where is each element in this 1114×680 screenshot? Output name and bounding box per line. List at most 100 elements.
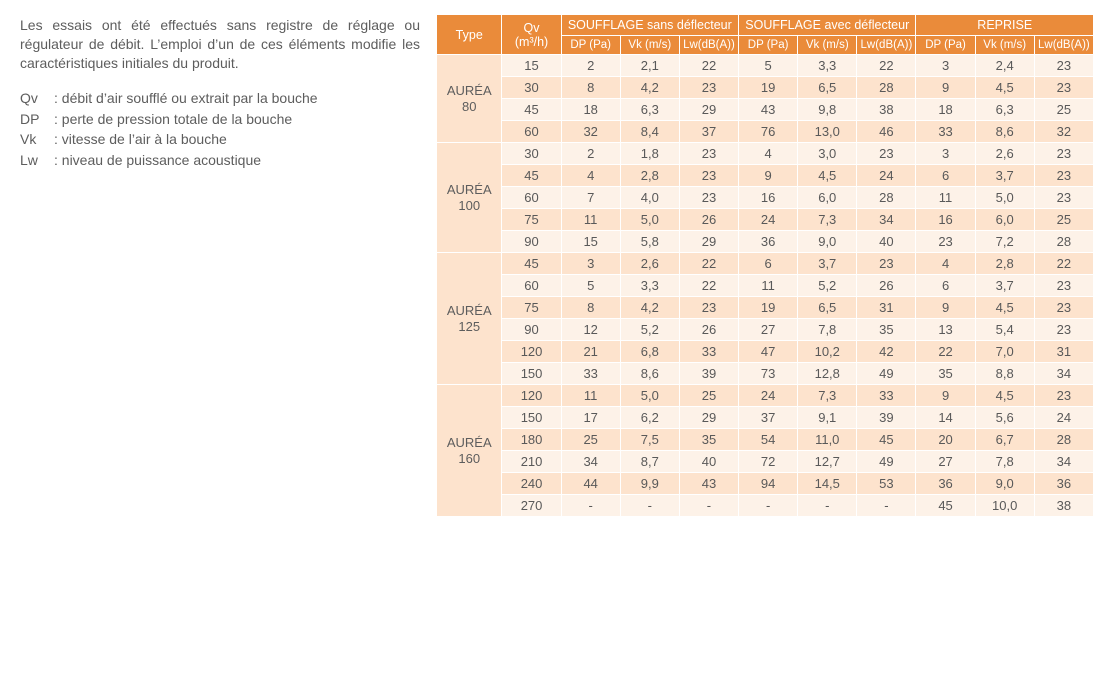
value-cell: 4,5	[798, 165, 857, 187]
value-cell: 23	[679, 165, 738, 187]
value-cell: 9	[916, 385, 975, 407]
value-cell: 2,6	[620, 253, 679, 275]
value-cell: 3	[561, 253, 620, 275]
value-cell: 29	[679, 99, 738, 121]
value-cell: 2	[561, 55, 620, 77]
table-row: 180257,5355411,045206,728	[437, 429, 1094, 451]
value-cell: 9	[739, 165, 798, 187]
value-cell: 13	[916, 319, 975, 341]
value-cell: 43	[739, 99, 798, 121]
value-cell: 33	[561, 363, 620, 385]
col-sub-header: Lw(dB(A))	[1034, 36, 1093, 55]
value-cell: 4,5	[975, 77, 1034, 99]
value-cell: 40	[857, 231, 916, 253]
table-row: 210348,7407212,749277,834	[437, 451, 1094, 473]
value-cell: 23	[1034, 297, 1093, 319]
value-cell: 23	[1034, 187, 1093, 209]
table-row: AURÉA1003021,82343,02332,623	[437, 143, 1094, 165]
value-cell: 9,1	[798, 407, 857, 429]
table-row: 75115,026247,334166,025	[437, 209, 1094, 231]
value-cell: 23	[1034, 55, 1093, 77]
value-cell: 31	[857, 297, 916, 319]
value-cell: 8,8	[975, 363, 1034, 385]
type-cell: AURÉA100	[437, 143, 502, 253]
value-cell: 23	[679, 297, 738, 319]
value-cell: 34	[561, 451, 620, 473]
table-row: 7584,223196,53194,523	[437, 297, 1094, 319]
value-cell: 34	[1034, 451, 1093, 473]
value-cell: 9,9	[620, 473, 679, 495]
definitions-list: Qv: débit d’air soufflé ou extrait par l…	[20, 89, 420, 171]
value-cell: 22	[679, 55, 738, 77]
value-cell: -	[620, 495, 679, 517]
table-row: AURÉA160120115,025247,33394,523	[437, 385, 1094, 407]
qv-cell: 120	[502, 341, 561, 363]
type-cell: AURÉA80	[437, 55, 502, 143]
value-cell: -	[798, 495, 857, 517]
value-cell: 7,3	[798, 385, 857, 407]
value-cell: 38	[857, 99, 916, 121]
qv-cell: 30	[502, 143, 561, 165]
value-cell: 22	[679, 275, 738, 297]
col-group-header: REPRISE	[916, 15, 1094, 36]
value-cell: -	[857, 495, 916, 517]
value-cell: 36	[739, 231, 798, 253]
value-cell: 4,5	[975, 297, 1034, 319]
value-cell: 28	[857, 77, 916, 99]
col-group-header: SOUFFLAGE sans déflecteur	[561, 15, 738, 36]
value-cell: 22	[916, 341, 975, 363]
value-cell: 22	[1034, 253, 1093, 275]
value-cell: 5,2	[798, 275, 857, 297]
qv-cell: 270	[502, 495, 561, 517]
value-cell: 3,0	[798, 143, 857, 165]
qv-cell: 60	[502, 121, 561, 143]
value-cell: 33	[857, 385, 916, 407]
value-cell: 36	[1034, 473, 1093, 495]
qv-cell: 30	[502, 77, 561, 99]
value-cell: 24	[857, 165, 916, 187]
value-cell: 11,0	[798, 429, 857, 451]
value-cell: 23	[916, 231, 975, 253]
value-cell: 49	[857, 363, 916, 385]
col-sub-header: DP (Pa)	[739, 36, 798, 55]
qv-cell: 45	[502, 99, 561, 121]
value-cell: 5,2	[620, 319, 679, 341]
value-cell: 3	[916, 55, 975, 77]
value-cell: 5,0	[975, 187, 1034, 209]
value-cell: 18	[561, 99, 620, 121]
value-cell: 6	[916, 165, 975, 187]
value-cell: 6,8	[620, 341, 679, 363]
value-cell: 23	[1034, 143, 1093, 165]
qv-cell: 60	[502, 275, 561, 297]
value-cell: 44	[561, 473, 620, 495]
value-cell: 4,2	[620, 77, 679, 99]
value-cell: 6,0	[975, 209, 1034, 231]
table-row: 150338,6397312,849358,834	[437, 363, 1094, 385]
qv-cell: 180	[502, 429, 561, 451]
value-cell: 4	[561, 165, 620, 187]
qv-cell: 150	[502, 407, 561, 429]
value-cell: 21	[561, 341, 620, 363]
value-cell: 9,0	[798, 231, 857, 253]
value-cell: 37	[739, 407, 798, 429]
value-cell: 28	[1034, 429, 1093, 451]
value-cell: 5,8	[620, 231, 679, 253]
col-sub-header: Vk (m/s)	[620, 36, 679, 55]
col-sub-header: Vk (m/s)	[798, 36, 857, 55]
qv-cell: 150	[502, 363, 561, 385]
qv-cell: 90	[502, 319, 561, 341]
value-cell: 26	[857, 275, 916, 297]
table-row: 6074,023166,028115,023	[437, 187, 1094, 209]
value-cell: 9	[916, 297, 975, 319]
definition-symbol: Lw	[20, 151, 54, 170]
value-cell: 23	[1034, 165, 1093, 187]
value-cell: 25	[561, 429, 620, 451]
table-row: AURÉA801522,12253,32232,423	[437, 55, 1094, 77]
value-cell: 8	[561, 297, 620, 319]
value-cell: 3,7	[975, 165, 1034, 187]
value-cell: 24	[739, 209, 798, 231]
value-cell: 25	[1034, 209, 1093, 231]
col-sub-header: DP (Pa)	[561, 36, 620, 55]
value-cell: 2,6	[975, 143, 1034, 165]
left-column: Les essais ont été effectués sans regist…	[20, 14, 420, 660]
